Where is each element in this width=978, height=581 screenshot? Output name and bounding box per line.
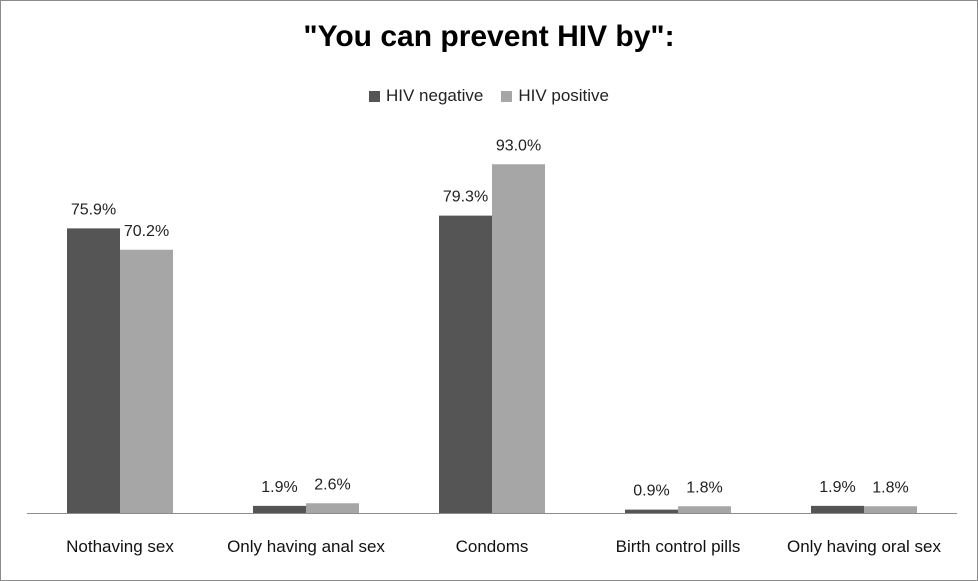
legend: HIV negative HIV positive	[0, 86, 978, 106]
data-label-hiv-positive-2: 93.0%	[496, 137, 541, 154]
data-label-hiv-positive-3: 1.8%	[686, 479, 722, 496]
bar-hiv-negative-1	[253, 505, 306, 513]
bar-hiv-negative-4	[811, 505, 864, 513]
data-label-hiv-positive-1: 2.6%	[314, 476, 350, 493]
category-label-3: Birth control pills	[616, 537, 741, 556]
legend-label-hiv-negative: HIV negative	[385, 86, 484, 105]
category-label-2: Condoms	[456, 537, 529, 556]
category-label-1: Only having anal sex	[227, 537, 385, 556]
category-label-0: Nothaving sex	[66, 537, 174, 556]
bar-hiv-negative-0	[67, 228, 120, 513]
chart-title: "You can prevent HIV by":	[303, 20, 675, 53]
category-label-4: Only having oral sex	[787, 537, 942, 556]
data-label-hiv-negative-4: 1.9%	[819, 479, 855, 496]
data-label-hiv-negative-1: 1.9%	[261, 479, 297, 496]
legend-item-hiv-positive: HIV positive	[501, 86, 609, 106]
data-label-hiv-negative-2: 79.3%	[443, 189, 488, 206]
legend-label-hiv-positive: HIV positive	[518, 86, 610, 105]
bar-hiv-positive-1	[306, 503, 359, 513]
bar-hiv-positive-3	[678, 506, 731, 513]
legend-item-hiv-negative: HIV negative	[368, 86, 484, 106]
legend-swatch-hiv-positive	[501, 90, 513, 102]
data-label-hiv-negative-3: 0.9%	[633, 483, 669, 500]
bar-hiv-negative-3	[625, 509, 678, 513]
bar-hiv-positive-0	[120, 249, 173, 513]
data-label-hiv-negative-0: 75.9%	[71, 201, 116, 218]
data-label-hiv-positive-0: 70.2%	[124, 223, 169, 240]
legend-swatch-hiv-negative	[368, 90, 380, 102]
bar-hiv-negative-2	[439, 215, 492, 513]
bar-hiv-positive-2	[492, 164, 545, 513]
bar-hiv-positive-4	[864, 506, 917, 513]
data-label-hiv-positive-4: 1.8%	[872, 479, 908, 496]
